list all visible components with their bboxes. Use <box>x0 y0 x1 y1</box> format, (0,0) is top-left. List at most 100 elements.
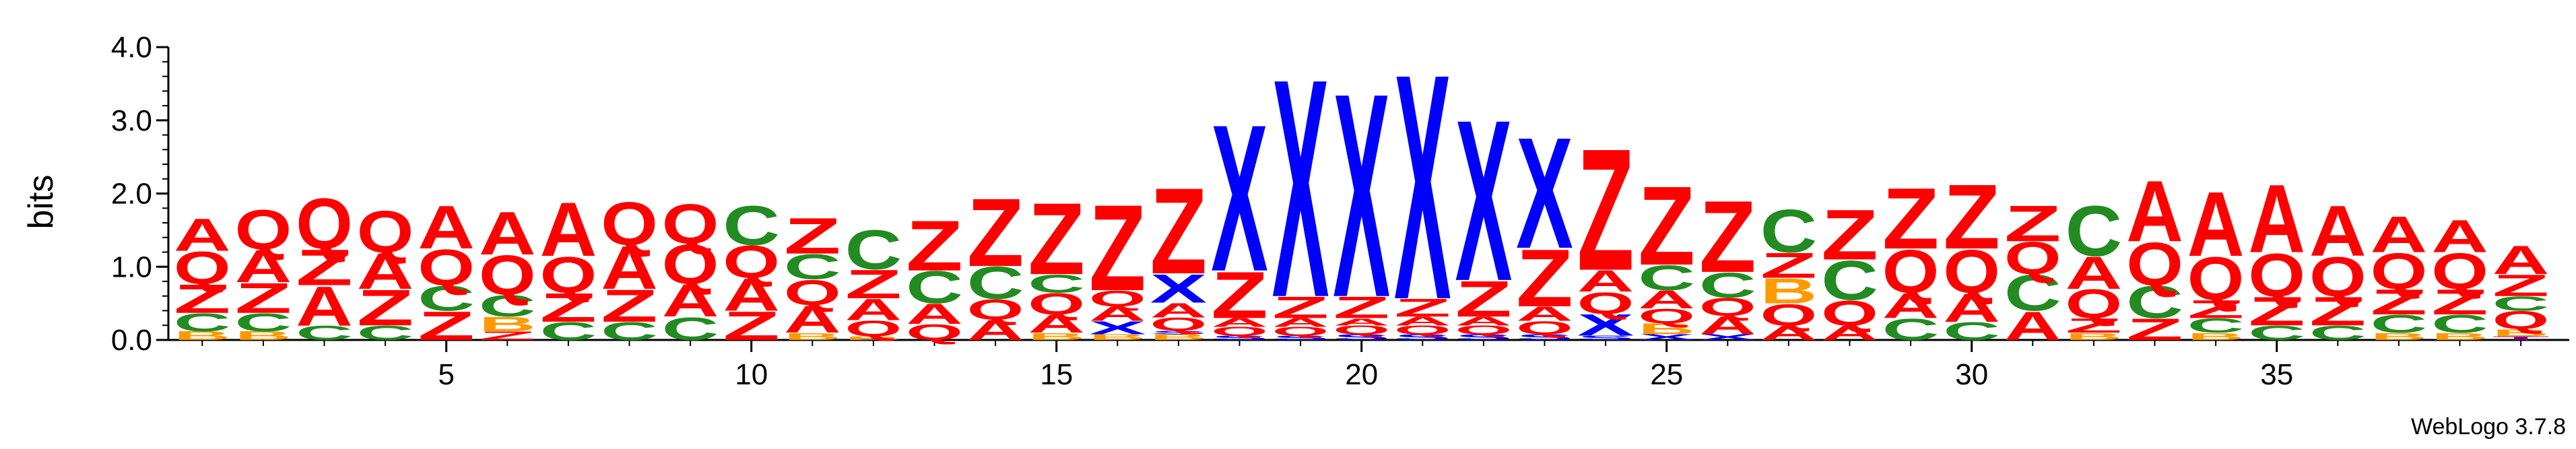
logo-glyph-Z: Z <box>2248 288 2305 334</box>
svg-text:C: C <box>2248 322 2305 345</box>
x-tick-label: 20 <box>1345 358 1378 391</box>
svg-text:A: A <box>601 234 658 302</box>
svg-text:Z: Z <box>2066 314 2123 337</box>
logo-glyph-A: A <box>2492 237 2550 283</box>
logo-glyph-Z: Z <box>1699 179 1756 293</box>
logo-glyph-A: A <box>784 298 841 341</box>
logo-glyph-A: A <box>967 314 1024 346</box>
svg-text:A: A <box>2126 163 2183 261</box>
logo-glyph-Q: Q <box>1028 287 1085 321</box>
svg-text:Z: Z <box>1333 290 1390 324</box>
logo-glyph-C: C <box>174 308 231 337</box>
logo-glyph-A: A <box>2431 211 2488 262</box>
svg-text:Q: Q <box>174 242 231 293</box>
svg-text:C: C <box>1760 197 1818 266</box>
logo-glyph-Q: Q <box>418 239 475 296</box>
svg-text:Z: Z <box>1455 271 1513 328</box>
weblogo-version-label: WebLogo 3.7.8 <box>2411 414 2566 440</box>
svg-text:C: C <box>479 289 536 323</box>
svg-text:A: A <box>2309 191 2367 271</box>
svg-text:B: B <box>1150 333 1208 342</box>
svg-text:Q: Q <box>1028 287 1085 321</box>
svg-text:C: C <box>2371 310 2428 338</box>
x-tick-label: 25 <box>1650 358 1683 391</box>
svg-text:A: A <box>2431 211 2488 262</box>
logo-glyph-A: A <box>845 293 902 327</box>
svg-text:Q: Q <box>2004 233 2061 284</box>
svg-text:C: C <box>357 322 414 345</box>
svg-text:A: A <box>723 269 780 320</box>
logo-glyph-C: C <box>2187 314 2245 337</box>
logo-glyph-Q: Q <box>2309 245 2367 308</box>
logo-glyph-Z: Z <box>174 276 231 322</box>
svg-text:A: A <box>1272 316 1329 329</box>
logo-glyph-X: X <box>1272 14 1329 362</box>
logo-glyph-A: A <box>662 275 719 326</box>
svg-text:Z: Z <box>2248 288 2305 334</box>
logo-glyph-A: A <box>1028 310 1085 338</box>
logo-glyph-C: C <box>296 322 353 345</box>
logo-glyph-Q: Q <box>906 320 963 345</box>
svg-text:Q: Q <box>1882 238 1940 306</box>
svg-text:Z: Z <box>174 276 231 322</box>
svg-text:B: B <box>479 313 536 336</box>
svg-text:Q: Q <box>1577 286 1634 320</box>
logo-glyph-Z: Z <box>1394 293 1451 322</box>
logo-glyph-S: S <box>1516 333 1573 342</box>
logo-glyph-Z: Z <box>906 206 963 286</box>
svg-text:S: S <box>1211 335 1268 341</box>
svg-text:Z: Z <box>906 206 963 286</box>
logo-glyph-Z: Z <box>1760 246 1818 285</box>
svg-text:C: C <box>296 322 353 345</box>
logo-glyph-Z: Z <box>540 285 597 331</box>
svg-text:A: A <box>662 275 719 326</box>
logo-glyph-Z: Z <box>2187 295 2245 324</box>
logo-glyph-A: A <box>2371 206 2428 263</box>
logo-glyph-A: A <box>723 269 780 320</box>
svg-text:Z: Z <box>1516 232 1573 324</box>
logo-glyph-A: A <box>2126 163 2183 261</box>
logo-glyph-Z: Z <box>235 274 292 322</box>
svg-text:A: A <box>1455 314 1513 328</box>
logo-glyph-Z: Z <box>1821 195 1878 275</box>
svg-text:Q: Q <box>1394 323 1451 337</box>
logo-glyph-X: X <box>1394 7 1451 367</box>
svg-text:Q: Q <box>2309 245 2367 308</box>
logo-glyph-Z: Z <box>2431 282 2488 322</box>
svg-text:X: X <box>1394 7 1451 367</box>
svg-text:Z: Z <box>2004 195 2061 252</box>
svg-text:C: C <box>540 317 597 345</box>
logo-glyph-Q: Q <box>2431 242 2488 300</box>
logo-glyph-B: B <box>845 335 902 341</box>
svg-text:A: A <box>1638 285 1695 314</box>
svg-text:Q: Q <box>479 244 536 307</box>
logo-glyph-S: S <box>1394 333 1451 342</box>
svg-text:A: A <box>784 298 841 341</box>
logo-glyph-C: C <box>2126 277 2183 328</box>
logo-glyph-Q: Q <box>1821 293 1878 333</box>
logo-glyph-C: C <box>235 308 292 337</box>
logo-glyph-C: C <box>479 289 536 323</box>
logo-glyph-C: C <box>845 218 902 281</box>
svg-text:Q: Q <box>1638 305 1695 328</box>
logo-glyph-Q: Q <box>1089 286 1146 311</box>
svg-text:A: A <box>906 298 963 330</box>
svg-text:S: S <box>1272 335 1329 341</box>
svg-text:Q: Q <box>906 320 963 345</box>
logo-glyph-Z: Z <box>479 329 536 343</box>
svg-text:A: A <box>2004 303 2061 349</box>
svg-text:X: X <box>1089 318 1146 338</box>
svg-text:A: A <box>1699 311 1756 339</box>
logo-glyph-X: X <box>1638 333 1695 342</box>
logo-glyph-S: S <box>1455 333 1513 342</box>
logo-glyph-B: B <box>2431 331 2488 342</box>
y-axis-title: bits <box>22 175 61 230</box>
svg-text:A: A <box>479 199 536 268</box>
svg-text:B: B <box>1638 320 1695 337</box>
logo-glyph-Z: Z <box>2066 314 2123 337</box>
svg-text:Z: Z <box>296 239 353 296</box>
logo-glyph-C: C <box>2371 310 2428 338</box>
svg-text:Z: Z <box>1150 163 1208 300</box>
logo-glyph-C: C <box>1638 258 1695 298</box>
